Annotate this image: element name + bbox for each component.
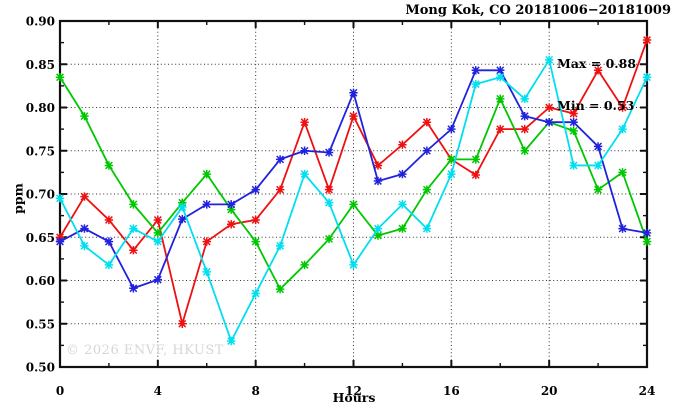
stats-annotation: Max = 0.88 Min = 0.53 <box>557 29 636 141</box>
svg-text:0.70: 0.70 <box>26 188 55 202</box>
y-axis-label: ppm <box>10 183 26 214</box>
watermark: © 2026 ENVF, HKUST <box>66 343 224 358</box>
y-tick-labels: 0.50 0.55 0.60 0.65 0.70 0.75 0.80 0.85 0.90 <box>26 15 55 375</box>
svg-text:0: 0 <box>56 384 64 398</box>
svg-text:16: 16 <box>443 384 460 398</box>
series-blue <box>55 66 652 293</box>
x-axis-label: Hours <box>332 390 376 405</box>
svg-text:12: 12 <box>345 384 362 398</box>
svg-text:0.75: 0.75 <box>26 144 55 158</box>
svg-text:0.55: 0.55 <box>26 317 55 331</box>
series-red <box>55 35 652 328</box>
svg-text:20: 20 <box>541 384 558 398</box>
svg-text:0.50: 0.50 <box>26 361 55 375</box>
x-tick-labels: 0 4 8 12 16 20 24 <box>56 384 656 398</box>
svg-text:0.85: 0.85 <box>26 58 55 72</box>
svg-text:24: 24 <box>639 384 656 398</box>
svg-text:0.80: 0.80 <box>26 101 55 115</box>
min-value-label: Min = 0.53 <box>557 98 635 113</box>
svg-text:0.65: 0.65 <box>26 231 55 245</box>
svg-text:0.60: 0.60 <box>26 274 55 288</box>
max-value-label: Max = 0.88 <box>557 56 637 71</box>
svg-text:0.90: 0.90 <box>26 15 55 29</box>
svg-text:8: 8 <box>251 384 259 398</box>
plot-frame <box>58 19 649 369</box>
chart-title: Mong Kok, CO 20181006−20181009 <box>405 3 671 18</box>
svg-text:4: 4 <box>154 384 162 398</box>
series-cyan <box>55 55 652 346</box>
